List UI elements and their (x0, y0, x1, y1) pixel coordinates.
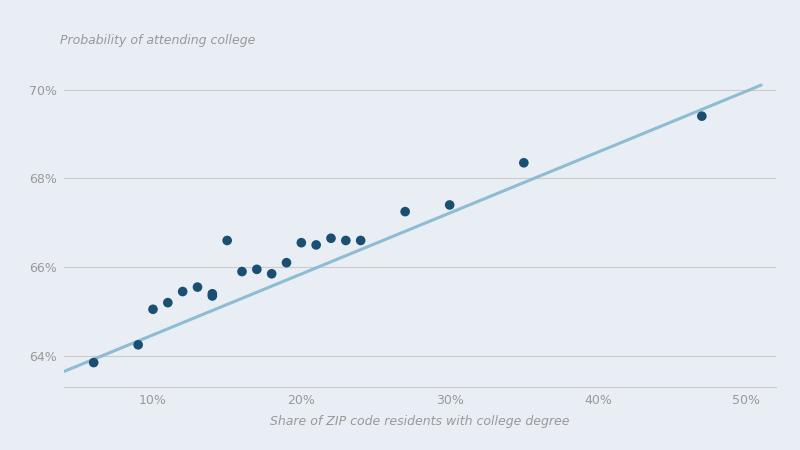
Point (339, 237, 352, 244)
Point (266, 270, 278, 277)
Point (235, 268, 248, 275)
Point (443, 201, 456, 208)
X-axis label: Share of ZIP code residents with college degree: Share of ZIP code residents with college… (270, 415, 570, 428)
Point (325, 234, 338, 242)
Point (280, 259, 293, 266)
Point (354, 237, 367, 244)
Point (250, 266, 263, 273)
Point (132, 341, 145, 348)
Point (310, 241, 322, 248)
Point (206, 290, 218, 297)
Point (295, 239, 308, 246)
Point (146, 306, 159, 313)
Point (518, 159, 530, 166)
Point (162, 299, 174, 306)
Point (206, 292, 218, 300)
Point (87, 359, 100, 366)
Point (176, 288, 189, 295)
Point (695, 112, 708, 120)
Point (191, 284, 204, 291)
Point (398, 208, 411, 215)
Point (221, 237, 234, 244)
Text: Probability of attending college: Probability of attending college (61, 34, 256, 47)
